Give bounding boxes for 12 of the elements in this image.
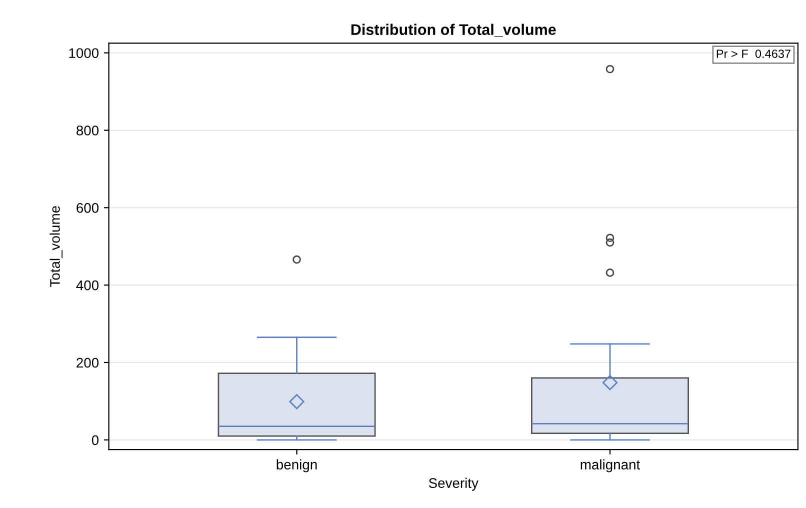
y-tick-label: 1000: [69, 48, 99, 58]
x-tick-label: benign: [276, 459, 317, 472]
chart-title: Distribution of Total_volume: [351, 24, 556, 37]
annotation: Pr > F 0.4637: [716, 50, 790, 58]
y-tick-label: 600: [76, 203, 99, 213]
y-tick-label: 200: [76, 358, 99, 368]
y-tick-label: 800: [76, 126, 99, 136]
y-axis-title: Total_volume: [50, 206, 63, 287]
x-tick-label: malignant: [580, 459, 640, 472]
y-tick-label: 0: [92, 435, 99, 446]
y-tick-label: 400: [76, 280, 99, 290]
x-axis-title: Severity: [428, 478, 478, 491]
